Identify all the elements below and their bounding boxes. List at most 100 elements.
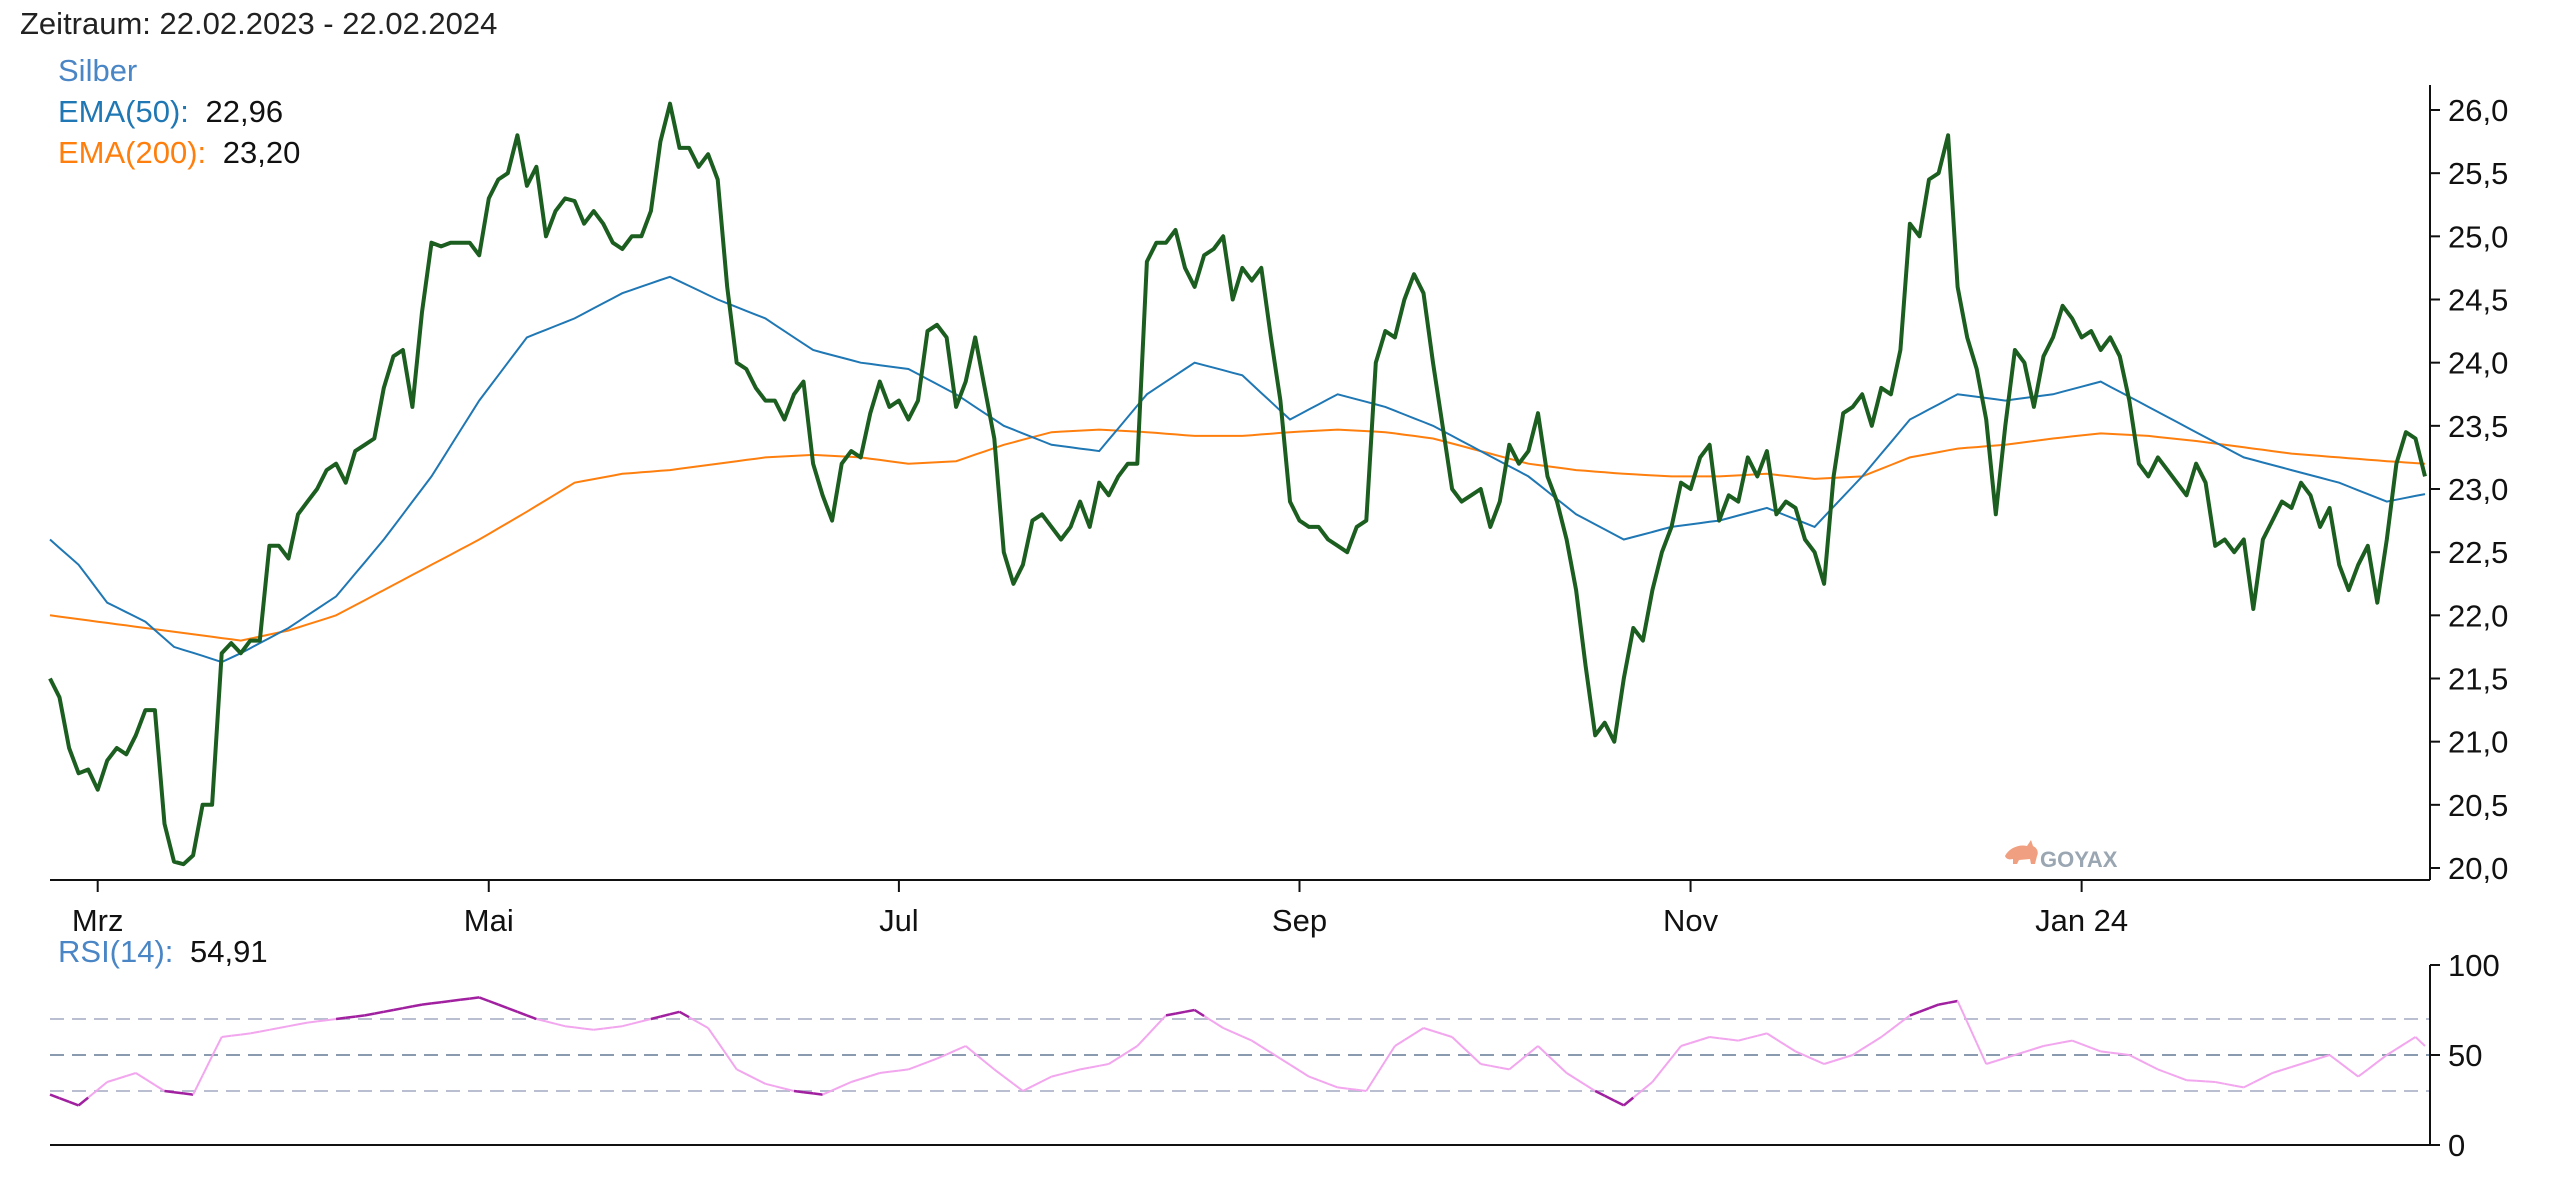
- rsi-segment: [488, 999, 499, 1006]
- bull-icon: [2005, 840, 2038, 864]
- rsi-segment: [59, 1097, 70, 1103]
- rsi-segment: [2329, 1054, 2340, 1063]
- rsi-segment: [326, 1018, 337, 1022]
- rsi-segment: [1947, 999, 1958, 1005]
- rsi-segment: [173, 1090, 184, 1095]
- rsi-segment: [1833, 1057, 1844, 1062]
- rsi-segment: [1260, 1045, 1272, 1054]
- rsi-segment: [1804, 1054, 1816, 1061]
- rsi-segment: [822, 1089, 833, 1096]
- rsi-segment: [497, 1003, 509, 1010]
- y-tick-label: 22,0: [2448, 598, 2508, 633]
- rsi-segment: [1527, 1045, 1539, 1055]
- rsi-segment: [831, 1085, 843, 1092]
- rsi-segment: [412, 1003, 423, 1008]
- rsi-segment: [1632, 1089, 1644, 1099]
- rsi-segment: [2300, 1060, 2311, 1065]
- rsi-y-tick-label: 50: [2448, 1038, 2482, 1073]
- legend-ema50-value: 22,96: [206, 94, 284, 129]
- rsi-segment: [297, 1021, 308, 1026]
- rsi-segment: [850, 1078, 862, 1083]
- rsi-segment: [1155, 1014, 1167, 1027]
- rsi-segment: [1432, 1030, 1443, 1035]
- rsi-segment: [2291, 1063, 2302, 1068]
- rsi-segment: [307, 1020, 318, 1024]
- y-tick-label: 20,5: [2448, 788, 2508, 823]
- rsi-segment: [1719, 1037, 1729, 1041]
- rsi-segment: [1251, 1039, 1262, 1048]
- rsi-segment: [183, 1092, 194, 1096]
- rsi-segment: [1289, 1063, 1301, 1072]
- rsi-segment: [1861, 1042, 1873, 1050]
- rsi-segment: [631, 1020, 642, 1025]
- rsi-segment: [555, 1022, 566, 1028]
- rsi-segment: [1651, 1069, 1663, 1083]
- rsi-segment: [459, 997, 470, 1002]
- rsi-segment: [650, 1015, 661, 1021]
- rsi-segment: [1279, 1057, 1291, 1066]
- rsi-segment: [1852, 1048, 1863, 1056]
- rsi-segment: [1003, 1075, 1015, 1085]
- rsi-segment: [1766, 1032, 1777, 1041]
- rsi-segment: [77, 1096, 89, 1107]
- rsi-segment: [1022, 1085, 1033, 1092]
- rsi-segment: [1337, 1086, 1348, 1090]
- rsi-segment: [154, 1084, 166, 1092]
- y-tick-label: 25,5: [2448, 156, 2508, 191]
- rsi-segment: [1051, 1073, 1062, 1078]
- rsi-segment: [574, 1026, 585, 1030]
- rsi-segment: [278, 1025, 289, 1029]
- rsi-segment: [1823, 1060, 1834, 1065]
- rsi-segment: [1470, 1054, 1482, 1065]
- rsi-segment: [784, 1087, 795, 1092]
- rsi-segment: [164, 1089, 175, 1094]
- rsi-segment: [335, 1016, 346, 1021]
- rsi-segment: [1995, 1057, 2006, 1062]
- rsi-segment: [288, 1023, 299, 1028]
- rsi-segment: [1642, 1081, 1654, 1091]
- y-tick-label: 26,0: [2448, 93, 2508, 128]
- rsi-segment: [402, 1005, 413, 1010]
- rsi-segment: [1232, 1031, 1243, 1038]
- y-tick-label: 21,0: [2448, 725, 2508, 760]
- rsi-segment: [49, 1093, 60, 1100]
- rsi-segment: [1795, 1050, 1806, 1057]
- rsi-segment: [1690, 1039, 1701, 1044]
- rsi-segment: [2024, 1048, 2035, 1053]
- rsi-segment: [2224, 1082, 2235, 1087]
- rsi-segment: [2147, 1063, 2159, 1071]
- rsi-segment: [211, 1036, 223, 1057]
- rsi-segment: [1270, 1051, 1281, 1060]
- rsi-segment: [2052, 1041, 2063, 1046]
- rsi-segment: [1899, 1014, 1911, 1024]
- rsi-segment: [1117, 1051, 1129, 1059]
- rsi-segment: [1757, 1032, 1768, 1037]
- rsi-segment: [612, 1025, 623, 1029]
- silver-price-series-line: [48, 101, 2427, 867]
- x-tick-label: Jan 24: [2035, 903, 2128, 938]
- rsi-segment: [1699, 1036, 1710, 1041]
- rsi-segment: [1374, 1060, 1387, 1077]
- rsi-segment: [593, 1027, 604, 1031]
- rsi-segment: [545, 1020, 556, 1025]
- rsi-segment: [1203, 1015, 1215, 1023]
- rsi-segment: [1099, 1063, 1109, 1067]
- rsi-segment: [1442, 1033, 1453, 1038]
- rsi-segment: [1985, 1060, 1997, 1065]
- rsi-segment: [2386, 1048, 2397, 1056]
- rsi-segment: [1031, 1080, 1043, 1088]
- x-axis-ticks: Mrz Mai Jul Sep Nov Jan 24: [72, 880, 2128, 938]
- rsi-series-line: [49, 996, 2426, 1107]
- rsi-segment: [2138, 1058, 2149, 1066]
- x-tick-label: Mrz: [72, 903, 124, 938]
- rsi-segment: [2196, 1079, 2206, 1083]
- rsi-segment: [1575, 1078, 1587, 1086]
- rsi-segment: [1193, 1008, 1205, 1018]
- rsi-segment: [1451, 1036, 1463, 1047]
- rsi-segment: [583, 1027, 594, 1031]
- rsi-segment: [736, 1068, 747, 1076]
- legend-series-name: Silber: [58, 53, 137, 88]
- rsi-segment: [641, 1018, 652, 1023]
- rsi-segment: [2395, 1042, 2407, 1050]
